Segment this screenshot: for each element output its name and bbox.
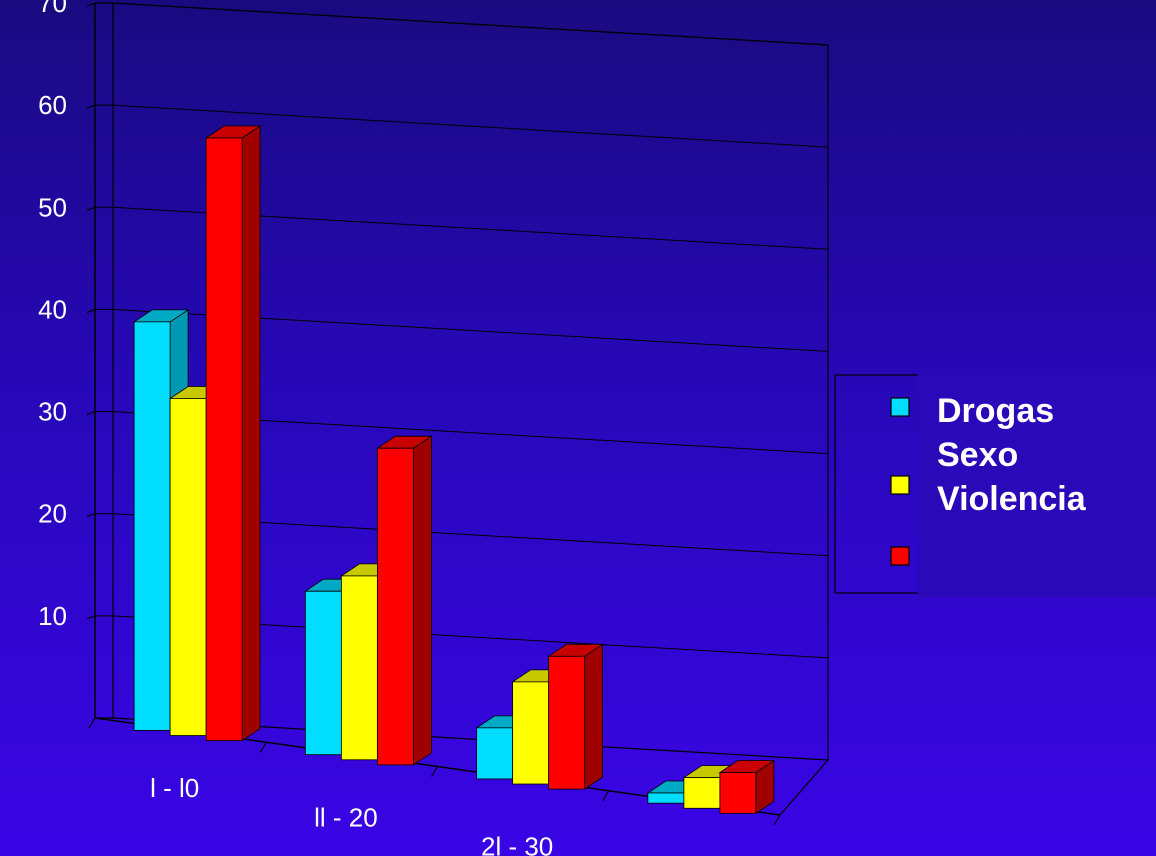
bar-front-face	[719, 772, 757, 814]
y-tick-mark	[86, 513, 96, 518]
y-tick-label: 20	[38, 499, 67, 529]
legend-label-panel	[918, 372, 1156, 597]
floor-outline	[95, 717, 830, 816]
bar-front-face	[304, 590, 342, 756]
y-tick-mark	[86, 2, 96, 7]
x-tick-label: ll - 20	[314, 802, 378, 832]
legend-swatch-sexo	[890, 475, 910, 495]
gridline	[112, 104, 829, 148]
bar-front-face	[376, 447, 414, 766]
bar-front-face	[683, 777, 721, 809]
legend: Drogas Sexo Violencia	[834, 372, 1156, 597]
bar-front-face	[169, 398, 207, 736]
bar-violencia-4	[718, 759, 776, 815]
bar-side-face	[584, 643, 603, 790]
y-tick-label: 60	[38, 90, 67, 120]
y-axis-ticks: 10 20 30 40 50 60 70	[38, 0, 96, 631]
x-tick-mark	[259, 741, 267, 753]
legend-label-violencia: Violencia	[937, 480, 1087, 518]
y-tick-label: 10	[38, 601, 67, 631]
legend-label-drogas: Drogas	[937, 392, 1054, 430]
y-tick-mark	[86, 104, 96, 109]
gridline	[112, 2, 829, 46]
x-tick-mark	[430, 766, 439, 777]
bar-front-face	[647, 792, 685, 804]
y-tick-mark	[86, 308, 96, 313]
y-tick-label: 70	[38, 0, 67, 18]
y-tick-mark	[86, 206, 96, 211]
legend-swatch-violencia	[890, 546, 910, 566]
y-tick-mark	[86, 411, 96, 416]
bar-front-face	[476, 727, 514, 780]
y-tick-mark	[86, 615, 96, 620]
bar-side-face	[412, 435, 432, 766]
bar-front-face	[548, 655, 586, 790]
y-tick-label: 40	[38, 294, 67, 324]
x-tick-mark	[602, 790, 610, 802]
bar-side-face	[241, 125, 261, 742]
x-tick-label: l - l0	[150, 773, 199, 803]
x-tick-mark	[773, 814, 781, 826]
x-tick-mark	[88, 717, 96, 729]
bar-violencia-3	[547, 643, 604, 790]
x-tick-label: 2l - 30	[481, 832, 553, 856]
y-tick-label: 30	[38, 397, 67, 427]
bar-front-face	[205, 137, 243, 742]
bar-front-face	[133, 321, 171, 731]
bar-front-face	[340, 575, 378, 761]
bars	[132, 125, 776, 815]
legend-label-sexo: Sexo	[937, 436, 1018, 474]
bar-violencia-1	[204, 125, 262, 742]
legend-swatch-drogas	[890, 397, 910, 417]
y-tick-label: 50	[38, 192, 67, 222]
bar-violencia-2	[376, 435, 433, 766]
bar-front-face	[512, 681, 550, 785]
